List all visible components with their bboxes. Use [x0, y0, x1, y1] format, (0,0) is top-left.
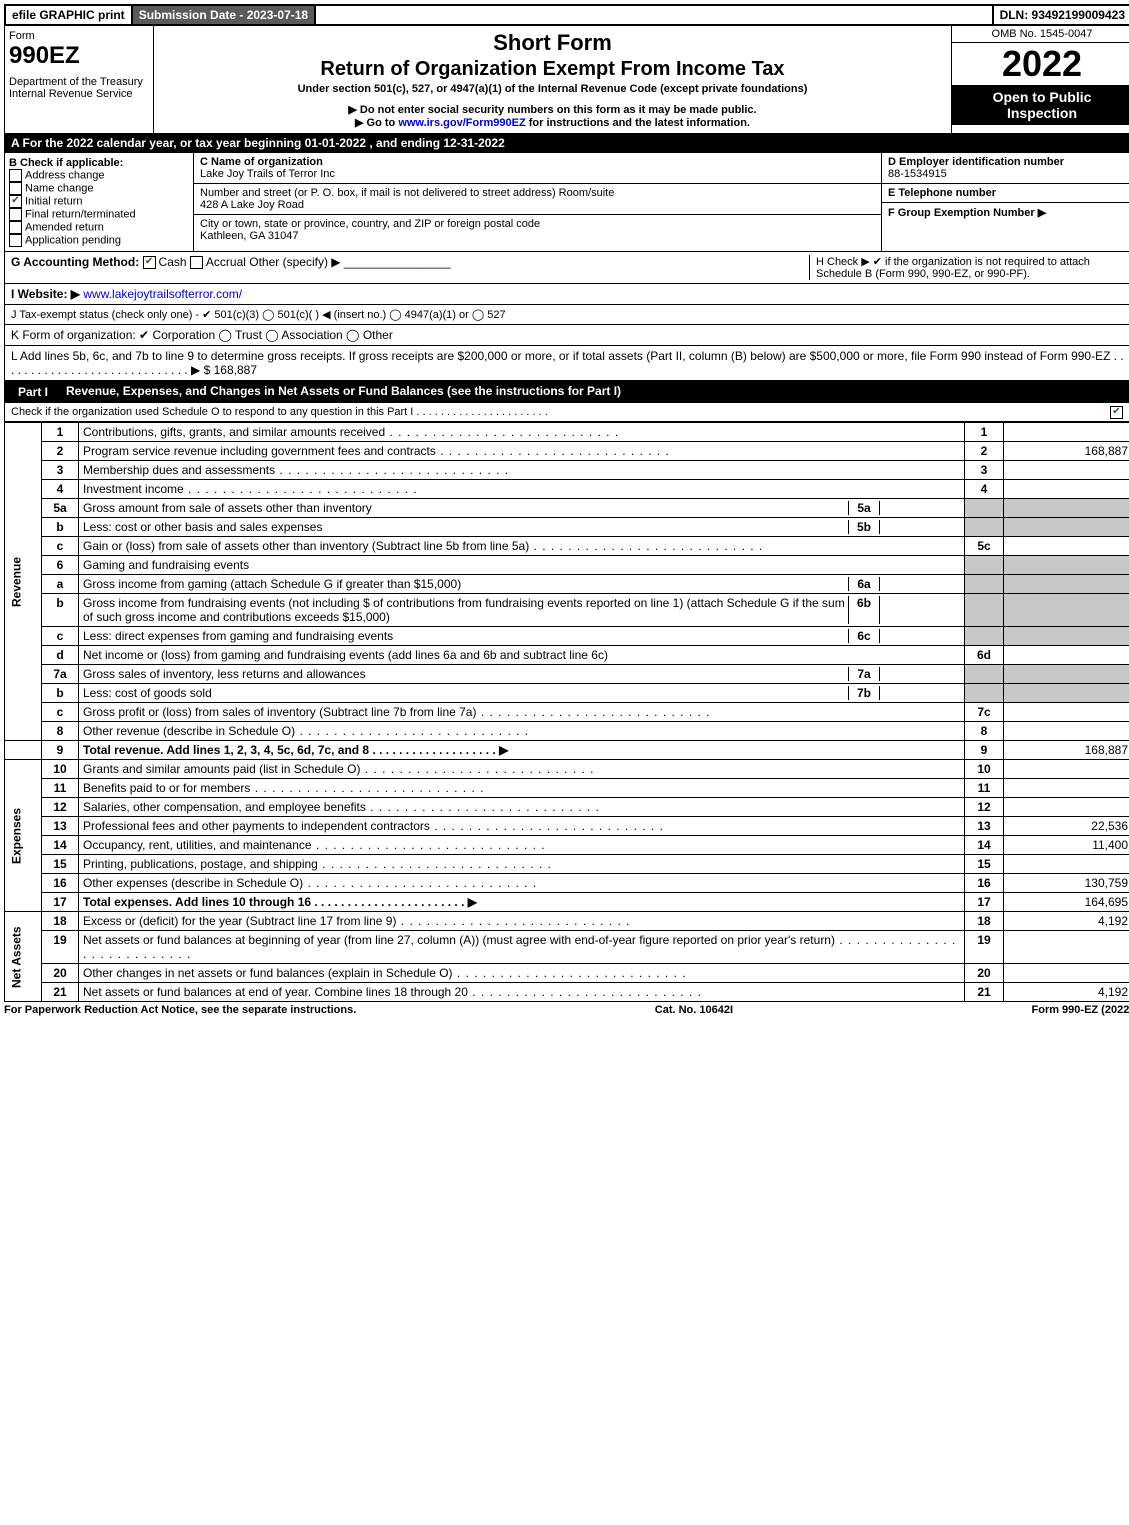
line-9-amt: 168,887 [1004, 741, 1129, 760]
expenses-section-label: Expenses [5, 760, 42, 912]
cb-cash[interactable] [143, 256, 156, 269]
cb-final-return[interactable] [9, 208, 22, 221]
section-a: A For the 2022 calendar year, or tax yea… [4, 134, 1129, 153]
footer-right: Form 990-EZ (2022) [1032, 1004, 1129, 1016]
tax-year: 2022 [952, 43, 1129, 85]
line-16-amt: 130,759 [1004, 874, 1129, 893]
dept: Department of the Treasury Internal Reve… [9, 76, 149, 100]
cb-amended[interactable] [9, 221, 22, 234]
lines-table: Revenue 1 Contributions, gifts, grants, … [4, 422, 1129, 1002]
cb-pending[interactable] [9, 234, 22, 247]
open-inspection: Open to Public Inspection [952, 85, 1129, 125]
part-1-header: Part I Revenue, Expenses, and Changes in… [4, 381, 1129, 403]
line-1-amt [1004, 423, 1129, 442]
dln: DLN: 93492199009423 [994, 6, 1129, 24]
line-14-amt: 11,400 [1004, 836, 1129, 855]
cb-accrual[interactable] [190, 256, 203, 269]
footer-left: For Paperwork Reduction Act Notice, see … [4, 1004, 356, 1016]
line-18-amt: 4,192 [1004, 912, 1129, 931]
footer-mid: Cat. No. 10642I [655, 1004, 733, 1016]
short-form: Short Form [164, 30, 941, 56]
e-label: E Telephone number [882, 184, 1129, 203]
org-address: 428 A Lake Joy Road [200, 199, 875, 211]
box-c: C Name of organization Lake Joy Trails o… [194, 153, 882, 251]
f-label: F Group Exemption Number ▶ [882, 203, 1129, 222]
row-k: K Form of organization: ✔ Corporation ◯ … [4, 325, 1129, 346]
org-city: Kathleen, GA 31047 [200, 230, 875, 242]
website-link[interactable]: www.lakejoytrailsofterror.com/ [83, 287, 242, 301]
cb-name-change[interactable] [9, 182, 22, 195]
footer: For Paperwork Reduction Act Notice, see … [4, 1002, 1129, 1018]
cb-address-change[interactable] [9, 169, 22, 182]
c-city-label: City or town, state or province, country… [200, 218, 875, 230]
gross-receipts: 168,887 [214, 363, 257, 377]
org-name: Lake Joy Trails of Terror Inc [200, 168, 875, 180]
form-label: Form [9, 30, 149, 42]
submission-date: Submission Date - 2023-07-18 [133, 6, 314, 24]
info-grid: B Check if applicable: Address change Na… [4, 153, 1129, 252]
d-label: D Employer identification number [888, 156, 1126, 168]
part-1-check: Check if the organization used Schedule … [4, 403, 1129, 422]
part-1-title: Revenue, Expenses, and Changes in Net As… [66, 384, 621, 400]
c-addr-label: Number and street (or P. O. box, if mail… [200, 187, 875, 199]
box-b-label: B Check if applicable: [9, 157, 189, 169]
omb: OMB No. 1545-0047 [952, 26, 1129, 43]
row-h: H Check ▶ ✔ if the organization is not r… [809, 255, 1126, 280]
line-13-amt: 22,536 [1004, 817, 1129, 836]
row-i: I Website: ▶ www.lakejoytrailsofterror.c… [4, 284, 1129, 305]
subtitle: Under section 501(c), 527, or 4947(a)(1)… [164, 83, 941, 95]
warn2: ▶ Go to www.irs.gov/Form990EZ for instru… [164, 116, 941, 129]
line-17-amt: 164,695 [1004, 893, 1129, 912]
box-def: D Employer identification number 88-1534… [882, 153, 1129, 251]
cb-schedule-o[interactable] [1110, 406, 1123, 419]
form-title: Return of Organization Exempt From Incom… [164, 58, 941, 81]
row-g-h: G Accounting Method: Cash Accrual Other … [4, 252, 1129, 284]
form-header: Form 990EZ Department of the Treasury In… [4, 26, 1129, 134]
ein: 88-1534915 [888, 168, 1126, 180]
efile-print[interactable]: efile GRAPHIC print [6, 6, 131, 24]
box-b: B Check if applicable: Address change Na… [5, 153, 194, 251]
line-21-amt: 4,192 [1004, 983, 1129, 1002]
form-number: 990EZ [9, 42, 149, 70]
netassets-section-label: Net Assets [5, 912, 42, 1002]
revenue-section-label: Revenue [5, 423, 42, 741]
irs-link[interactable]: www.irs.gov/Form990EZ [398, 117, 525, 129]
row-l: L Add lines 5b, 6c, and 7b to line 9 to … [4, 346, 1129, 381]
cb-initial-return[interactable] [9, 195, 22, 208]
row-j: J Tax-exempt status (check only one) - ✔… [4, 305, 1129, 325]
warn1: ▶ Do not enter social security numbers o… [164, 103, 941, 116]
part-1-label: Part I [10, 384, 56, 400]
top-bar: efile GRAPHIC print Submission Date - 20… [4, 4, 1129, 26]
c-name-label: C Name of organization [200, 156, 875, 168]
line-2-amt: 168,887 [1004, 442, 1129, 461]
